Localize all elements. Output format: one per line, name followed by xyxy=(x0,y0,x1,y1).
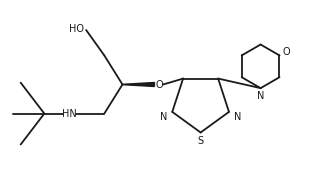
Text: O: O xyxy=(155,79,163,90)
Text: HO: HO xyxy=(69,24,84,34)
Text: O: O xyxy=(283,47,290,57)
Text: N: N xyxy=(257,91,264,102)
Text: HN: HN xyxy=(62,108,77,119)
Text: N: N xyxy=(234,112,241,122)
Polygon shape xyxy=(122,82,154,87)
Text: N: N xyxy=(160,112,167,122)
Text: S: S xyxy=(198,136,204,146)
